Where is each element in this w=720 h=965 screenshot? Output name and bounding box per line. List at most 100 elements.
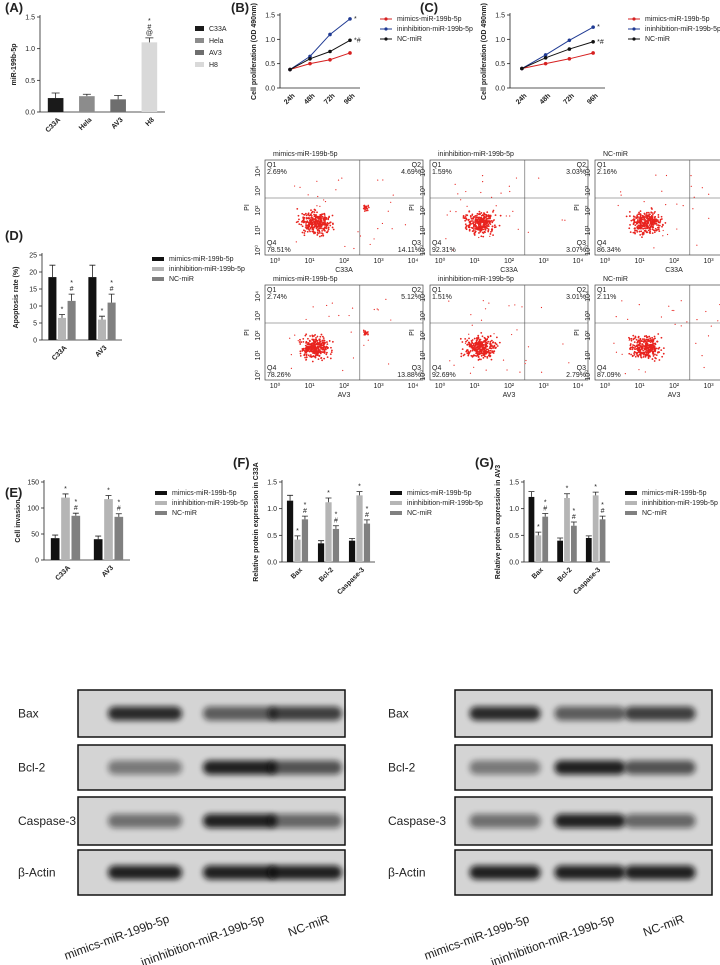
event-dot	[385, 298, 387, 300]
event-dot	[465, 218, 468, 221]
event-dot	[487, 225, 490, 227]
band	[267, 865, 343, 880]
event-dot	[634, 229, 637, 232]
event-dot	[317, 347, 320, 350]
event-dot	[296, 207, 299, 210]
event-dot	[654, 227, 657, 230]
event-dot	[471, 341, 473, 344]
event-dot	[641, 345, 644, 348]
event-dot	[468, 343, 470, 345]
event-dot	[473, 345, 476, 348]
event-dot	[641, 343, 644, 346]
event-dot	[290, 367, 292, 369]
bar	[363, 523, 371, 562]
event-dot	[640, 340, 643, 342]
quadrant-name: Q4	[267, 240, 276, 247]
event-dot	[460, 355, 463, 358]
event-dot	[306, 227, 308, 230]
event-dot	[494, 226, 497, 228]
event-dot	[621, 300, 623, 302]
event-dot	[642, 215, 645, 218]
event-dot	[479, 224, 482, 227]
event-dot	[629, 343, 632, 345]
error-bar	[62, 493, 69, 498]
event-dot	[654, 342, 657, 345]
event-dot	[660, 349, 663, 352]
significance-mark: *	[366, 506, 369, 513]
y-axis-label: Relative protein expression in C33A	[253, 462, 260, 581]
event-dot	[493, 224, 496, 227]
x-tick-label: 10⁴	[408, 258, 419, 265]
event-dot	[316, 354, 319, 357]
event-dot	[480, 217, 483, 220]
event-dot	[319, 205, 321, 207]
event-dot	[635, 229, 638, 232]
event-dot	[299, 354, 302, 357]
band	[107, 760, 183, 775]
event-dot	[475, 220, 478, 223]
event-dot	[658, 221, 661, 224]
event-dot	[460, 199, 462, 201]
event-dot	[641, 236, 643, 239]
event-dot	[331, 340, 334, 343]
event-dot	[621, 353, 623, 355]
event-dot	[648, 227, 651, 230]
event-dot	[481, 175, 484, 177]
event-dot	[323, 357, 326, 360]
error-bar	[49, 264, 56, 278]
legend-label: NC-miR	[169, 276, 194, 283]
event-dot	[638, 348, 641, 351]
protein-label: β-Actin	[18, 866, 56, 880]
event-dot	[495, 346, 497, 349]
event-dot	[308, 225, 311, 228]
event-dot	[469, 372, 472, 374]
bar	[141, 42, 158, 113]
event-dot	[665, 174, 668, 177]
event-dot	[494, 341, 497, 344]
band	[107, 814, 183, 828]
event-dot	[490, 358, 493, 361]
point	[308, 57, 312, 61]
event-dot	[509, 190, 511, 193]
event-dot	[329, 357, 332, 360]
x-tick-label: 10³	[703, 258, 714, 265]
event-dot	[662, 235, 664, 237]
significance-mark: #	[543, 505, 547, 512]
sample-label: C33A	[665, 267, 683, 274]
event-dot	[642, 227, 644, 230]
event-dot	[322, 234, 325, 237]
x-tick-label: 10³	[703, 383, 714, 390]
significance-mark: #	[147, 24, 151, 31]
event-dot	[540, 306, 543, 309]
event-dot	[645, 335, 648, 337]
event-dot	[309, 226, 312, 229]
event-dot	[482, 212, 485, 215]
y-axis-label: Relative protein expression in AV3	[495, 465, 502, 579]
band	[624, 865, 696, 880]
error-bar	[95, 535, 102, 540]
event-dot	[470, 314, 472, 316]
event-dot	[475, 228, 477, 230]
event-dot	[299, 343, 302, 345]
event-dot	[474, 230, 477, 233]
event-dot	[479, 221, 482, 224]
y-tick-label: 10⁰	[419, 245, 427, 256]
event-dot	[630, 339, 633, 342]
event-dot	[487, 215, 490, 218]
event-dot	[311, 360, 314, 363]
event-dot	[477, 334, 480, 337]
event-dot	[480, 319, 483, 321]
quadrant-name: Q4	[267, 365, 276, 372]
event-dot	[492, 352, 495, 354]
event-dot	[639, 353, 642, 355]
event-dot	[331, 349, 333, 352]
point	[328, 57, 332, 62]
event-dot	[478, 219, 481, 221]
legend-label: Hela	[209, 38, 224, 45]
event-dot	[476, 352, 479, 355]
event-dot	[326, 231, 329, 234]
event-dot	[304, 344, 307, 347]
event-dot	[323, 217, 325, 219]
bar	[325, 502, 332, 562]
panel-label: (G)	[475, 455, 494, 470]
